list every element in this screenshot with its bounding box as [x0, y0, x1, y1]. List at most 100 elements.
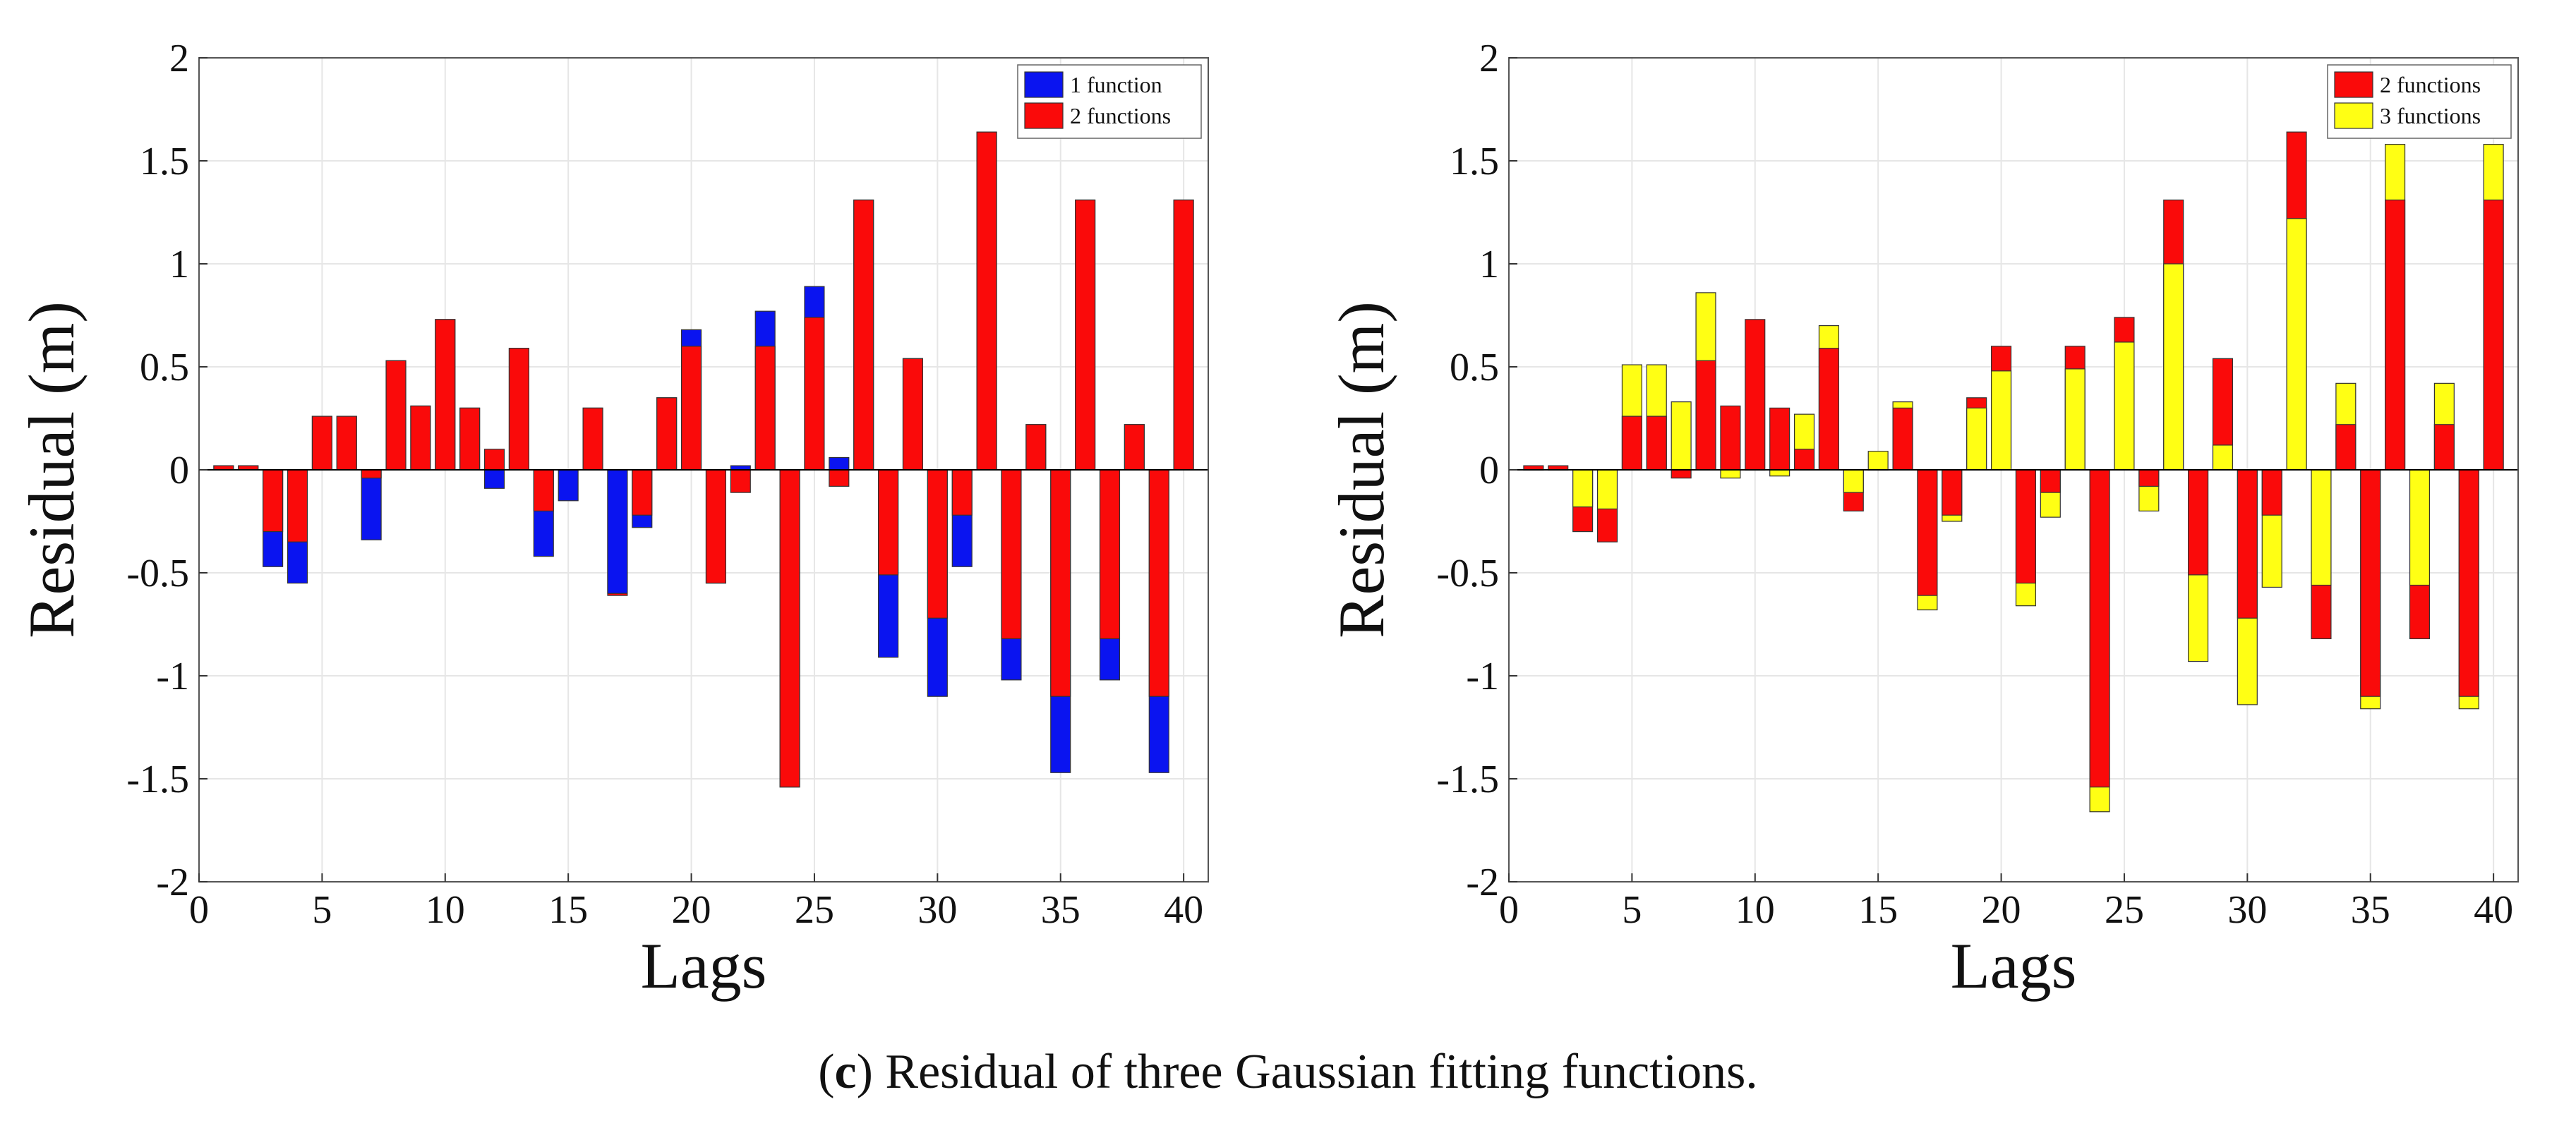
caption-letter: c: [834, 1045, 857, 1099]
y-tick-label: 1: [169, 243, 189, 286]
bar-3-functions-lag-27: [2163, 263, 2184, 471]
bar-1-function-lag-17: [607, 469, 628, 594]
bar-2-functions-lag-27: [853, 199, 874, 471]
y-tick-label: -2: [1466, 861, 1499, 904]
x-tick-label: 35: [2351, 888, 2390, 932]
y-tick-label: 0.5: [1450, 346, 1499, 389]
x-tick-label: 25: [2105, 888, 2144, 932]
legend-swatch-3-functions: [2334, 102, 2373, 129]
bar-2-functions-lag-36: [1075, 199, 1096, 471]
x-tick-label: 30: [917, 888, 957, 932]
x-tick-label: 5: [312, 888, 332, 932]
chart-residual-2-vs-3-functions: 0 5 10 15 20 25 30 35 40 2 1.5 1 0.5 0 -0.5 -1 -1.5 -2 Lag…: [1325, 37, 2519, 1002]
bar-2-functions-lag-11: [1769, 407, 1790, 471]
y-tick-label: 2: [1479, 37, 1499, 80]
legend-label-3-functions: 3 functions: [2380, 103, 2481, 128]
bar-2-functions-lag-9: [1720, 405, 1741, 471]
bar-2-functions-lag-7: [361, 469, 382, 479]
bar-2-functions-lag-8: [1695, 360, 1716, 471]
x-tick-label: 15: [1858, 888, 1898, 932]
y-tick-label: 0.5: [140, 346, 189, 389]
x-tick-label: 40: [2474, 888, 2513, 932]
bar-3-functions-lag-25: [2114, 341, 2135, 471]
x-axis-label: Lags: [641, 930, 767, 1002]
bar-1-function-lag-15: [558, 469, 579, 502]
x-tick-label: 35: [1041, 888, 1081, 932]
bar-2-functions-lag-11: [459, 407, 481, 471]
bar-3-functions-lag-4: [1596, 469, 1618, 510]
y-tick-label: 0: [1479, 449, 1499, 492]
x-tick-label: 10: [1735, 888, 1775, 932]
bar-2-functions-lag-19: [656, 397, 678, 471]
bar-2-functions-lag-23: [754, 346, 776, 471]
figure-caption: (c) Residual of three Gaussian fitting f…: [818, 1045, 1758, 1099]
y-axis-label: Residual (m): [1325, 301, 1397, 638]
bar-2-functions-lag-35: [2360, 469, 2381, 697]
bar-2-functions-lag-39: [1148, 469, 1169, 697]
bar-2-functions-lag-14: [533, 469, 554, 512]
bar-2-functions-lag-34: [1025, 424, 1047, 471]
bar-2-functions-lag-8: [385, 360, 407, 471]
bar-3-functions-lag-20: [1991, 370, 2012, 471]
legend-swatch-2-functions: [2334, 71, 2373, 98]
legend: 2 functions 3 functions: [2327, 64, 2512, 139]
bar-2-functions-lag-40: [1173, 199, 1194, 471]
bar-3-functions-lag-23: [2064, 368, 2086, 471]
bar-2-functions-lag-37: [1099, 469, 1121, 640]
bar-3-functions-lag-32: [2286, 218, 2307, 471]
legend-label-2-functions: 2 functions: [2380, 72, 2481, 97]
y-tick-label: -2: [156, 861, 189, 904]
chart-residual-1-vs-2-functions: 0 5 10 15 20 25 30 35 40 2 1.5 1 0.5 0 -0.5 -1 -1.5 -2 Lag…: [16, 37, 1209, 1002]
y-tick-label: 1.5: [140, 140, 189, 183]
caption-text: Residual of three Gaussian fitting funct…: [885, 1045, 1758, 1099]
legend-swatch-1-function: [1024, 71, 1064, 98]
bar-2-functions-lag-30: [2237, 469, 2258, 619]
bar-2-functions-lag-5: [1621, 416, 1642, 471]
x-tick-label: 0: [1499, 888, 1519, 932]
x-tick-label: 20: [1982, 888, 2021, 932]
bar-2-functions-lag-26: [829, 469, 850, 487]
x-tick-label: 30: [2227, 888, 2267, 932]
x-tick-label: 40: [1164, 888, 1203, 932]
bar-2-functions-lag-17: [1917, 469, 1938, 596]
bar-3-functions-lag-15: [1867, 451, 1889, 471]
bar-3-functions-lag-11: [1769, 469, 1790, 477]
y-tick-label: -1.5: [126, 758, 189, 801]
bar-1-function-lag-12: [483, 469, 505, 489]
x-tick-label: 5: [1622, 888, 1642, 932]
bar-2-functions-lag-7: [1671, 469, 1692, 479]
bar-2-functions-lag-21: [705, 469, 726, 584]
bar-2-functions-lag-38: [1124, 424, 1145, 471]
bar-3-functions-lag-33: [2311, 469, 2332, 586]
bar-2-functions-lag-16: [1892, 407, 1913, 471]
y-tick-label: -0.5: [1436, 552, 1499, 595]
bar-2-functions-lag-30: [927, 469, 948, 619]
bar-2-functions-lag-35: [1050, 469, 1071, 697]
bar-2-functions-lag-12: [483, 449, 505, 471]
y-tick-label: -1: [1466, 655, 1499, 698]
bar-2-functions-lag-25: [804, 317, 825, 471]
bar-2-functions-lag-4: [287, 469, 308, 542]
bar-2-functions-lag-21: [2015, 469, 2036, 584]
bar-2-functions-lag-36: [2385, 199, 2406, 471]
bar-2-functions-lag-6: [1646, 416, 1667, 471]
bar-2-functions-lag-26: [2138, 469, 2160, 487]
bar-2-functions-lag-18: [632, 469, 653, 516]
bar-1-function-lag-7: [361, 469, 382, 540]
bar-1-function-lag-26: [829, 456, 850, 471]
bar-3-functions-lag-3: [1572, 469, 1594, 508]
bar-2-functions-lag-16: [582, 407, 603, 471]
y-tick-label: -1.5: [1436, 758, 1499, 801]
bar-2-functions-lag-12: [1793, 449, 1815, 471]
y-tick-label: 0: [169, 449, 189, 492]
x-tick-label: 15: [548, 888, 588, 932]
bar-2-functions-lag-18: [1942, 469, 1963, 516]
bar-2-functions-lag-9: [410, 405, 431, 471]
y-tick-label: 2: [169, 37, 189, 80]
bar-2-functions-lag-10: [1745, 319, 1766, 471]
x-tick-label: 20: [672, 888, 711, 932]
bar-2-functions-lag-38: [2433, 424, 2455, 471]
bar-3-functions-lag-9: [1720, 469, 1741, 479]
y-tick-label: -0.5: [126, 552, 189, 595]
